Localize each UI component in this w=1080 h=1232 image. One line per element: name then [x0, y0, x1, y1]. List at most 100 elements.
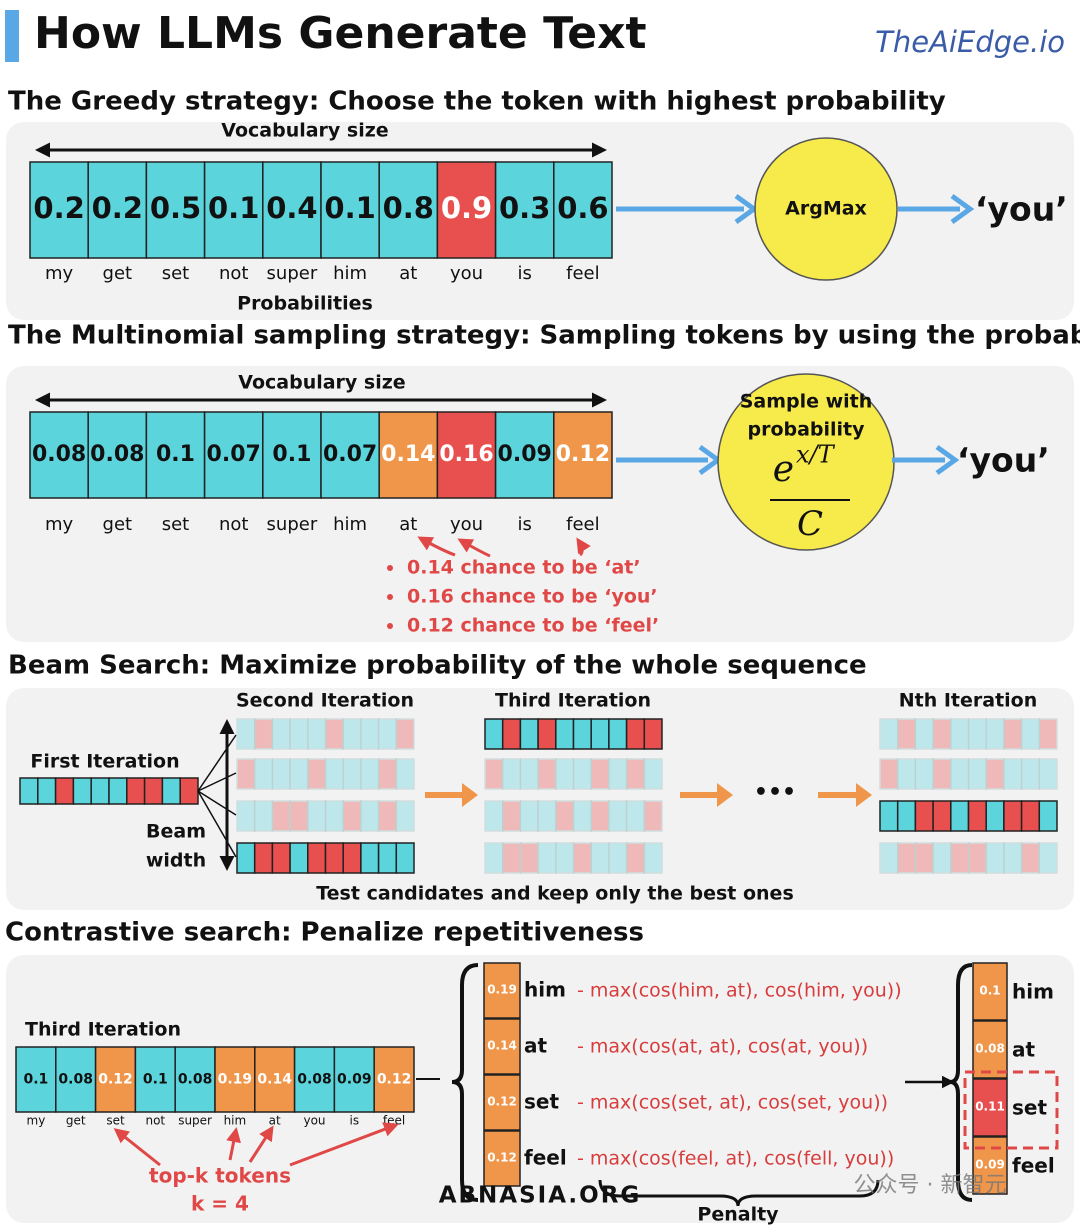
probability: 0.1 — [143, 1072, 168, 1088]
beam-cell — [501, 842, 522, 874]
probability: 0.14 — [381, 442, 435, 467]
beam-cell — [253, 758, 274, 790]
beam-cell — [501, 800, 522, 832]
arrow-head — [717, 783, 733, 807]
arrow — [113, 1128, 161, 1167]
beam-width-label: width — [146, 850, 206, 872]
beam-cell — [985, 758, 1005, 790]
token-cell — [553, 161, 613, 259]
beam-cell — [643, 800, 663, 832]
token-cell — [203, 411, 264, 499]
axis-label: Probabilities — [237, 293, 373, 315]
beam-cell — [1020, 758, 1041, 790]
note: 0.12 chance to be ‘feel’ — [407, 615, 659, 637]
beam-cell — [896, 800, 917, 832]
beam-cell — [161, 777, 181, 805]
beam-cell — [608, 842, 628, 874]
brace — [451, 963, 479, 1202]
token-cell — [254, 1046, 296, 1113]
beam-cell — [289, 800, 309, 832]
token-cell — [333, 1046, 375, 1113]
token: you — [450, 514, 483, 535]
probability: 0.6 — [557, 191, 608, 225]
token: super — [267, 263, 318, 284]
beam-cell — [271, 800, 291, 832]
beam-cell — [90, 777, 110, 805]
token-cell — [320, 411, 380, 499]
beam-cell — [555, 800, 575, 832]
axis-label: Vocabulary size — [221, 120, 388, 142]
beam-cell — [643, 758, 663, 790]
arrow-head — [856, 783, 872, 807]
beam-cell — [932, 842, 952, 874]
token-cell — [320, 161, 380, 259]
beam-cell — [1020, 718, 1041, 750]
beam-cell — [537, 842, 557, 874]
beam-cell — [324, 758, 344, 790]
probability: 0.07 — [323, 442, 377, 467]
beam-cell — [590, 758, 610, 790]
beam-cell — [395, 758, 415, 790]
beam-cell — [519, 842, 539, 874]
beam-cell — [1038, 758, 1058, 790]
token-cell — [145, 411, 206, 499]
token: my — [45, 514, 74, 535]
probability: 0.08 — [297, 1072, 332, 1088]
token: super — [178, 1114, 212, 1128]
probability: 0.08 — [90, 442, 144, 467]
beam-cell — [572, 842, 592, 874]
probability: 0.09 — [498, 442, 552, 467]
beam-cell — [896, 842, 917, 874]
beam-cell — [555, 718, 575, 750]
beam-cell — [253, 842, 274, 874]
arrow-head — [950, 193, 975, 225]
probability: 0.14 — [257, 1072, 292, 1088]
probability: 0.08 — [58, 1072, 93, 1088]
beam-cell — [950, 842, 970, 874]
penalty-term: - max(cos(him, at), cos(him, you)) — [577, 980, 902, 1002]
beam-cell — [914, 800, 934, 832]
section-title: Contrastive search: Penalize repetitiven… — [5, 918, 644, 948]
token-cell — [29, 161, 89, 259]
beam-cell — [590, 800, 610, 832]
page-title: How LLMs Generate Text — [34, 8, 647, 59]
formula: C — [797, 504, 823, 544]
token: feel — [566, 514, 600, 535]
probability: 0.11 — [975, 1100, 1005, 1114]
beam-cell — [271, 718, 291, 750]
beam-cell — [19, 777, 39, 805]
axis-label: Vocabulary size — [238, 372, 405, 394]
beam-cell — [501, 718, 522, 750]
beam-cell — [625, 758, 646, 790]
beam-cell — [289, 718, 309, 750]
beam-cell — [1038, 842, 1058, 874]
probability: 0.12 — [377, 1072, 412, 1088]
token: set — [524, 1090, 559, 1114]
beam-cell — [555, 842, 575, 874]
token-cell — [293, 1046, 336, 1113]
probability: 0.12 — [556, 442, 610, 467]
token: at — [399, 263, 417, 284]
arrow — [248, 1125, 274, 1163]
beam-cell — [1003, 758, 1023, 790]
beam-cell — [643, 718, 663, 750]
iteration-label: Second Iteration — [236, 690, 414, 712]
beam-cell — [72, 777, 92, 805]
probability: 0.09 — [337, 1072, 372, 1088]
arrow-head — [935, 444, 960, 476]
output-token: ‘you’ — [975, 190, 1068, 229]
beam-cell — [967, 758, 987, 790]
beam-cell — [342, 842, 362, 874]
title-accent — [5, 10, 19, 62]
token: is — [518, 263, 532, 284]
operator-circle — [754, 137, 898, 281]
token-cell — [262, 161, 322, 259]
k-label: k = 4 — [191, 1192, 249, 1216]
penalty-term: - max(cos(feel, at), cos(fell, you)) — [577, 1148, 894, 1170]
beam-cell — [253, 718, 274, 750]
beam-cell — [914, 718, 934, 750]
beam-cell — [179, 777, 199, 805]
beam-cell — [484, 758, 504, 790]
